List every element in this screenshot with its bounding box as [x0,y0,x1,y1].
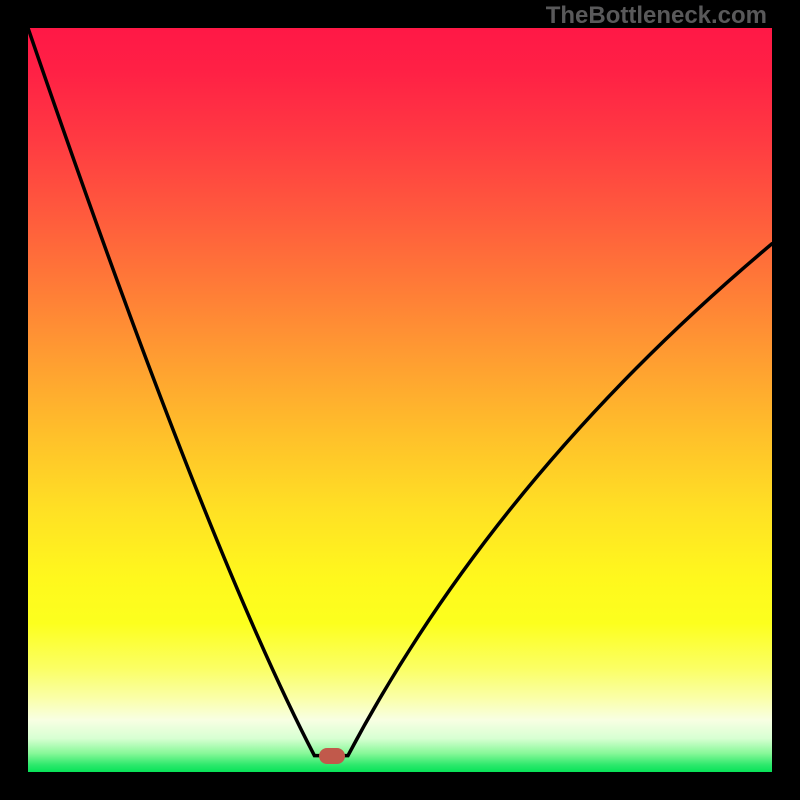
plot-area [28,28,772,772]
optimum-marker [319,748,345,764]
bottleneck-curve [28,28,772,772]
watermark-text: TheBottleneck.com [546,2,767,30]
chart-container: TheBottleneck.com [0,0,800,800]
